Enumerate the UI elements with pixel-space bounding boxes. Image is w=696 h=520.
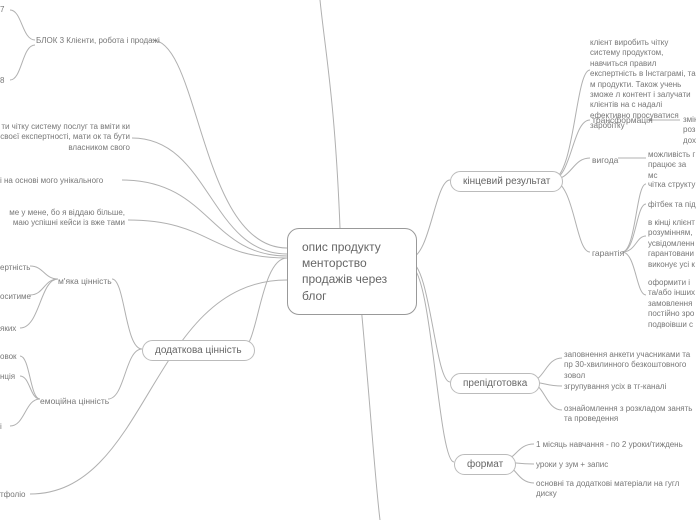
leaf-node: в кінці клієнт розумінням, усвідомленн г… xyxy=(648,218,696,270)
leaf-node: згрупування усіх в тг-каналі xyxy=(564,382,666,392)
leaf-node: ме у мене, бо я віддаю більше, маю успіш… xyxy=(0,208,125,229)
leaf-node: ознайомлення з розкладом занять та прове… xyxy=(564,404,696,425)
leaf-node: 8 xyxy=(0,76,4,86)
leaf-node: основні та додаткові матеріали на гугл д… xyxy=(536,479,696,500)
leaf-node: нція xyxy=(0,372,15,382)
leaf-node: 7 xyxy=(0,5,4,15)
leaf-node: зміна розкр дохід xyxy=(683,115,696,146)
leaf-node: ти чітку систему послуг та вміти ки своє… xyxy=(0,122,130,153)
branch-result[interactable]: кінцевий результат xyxy=(450,171,563,192)
leaf-node: ертність xyxy=(0,263,30,273)
leaf-node: заповнення анкети учасниками та пр 30-хв… xyxy=(564,350,696,381)
leaf-node: і на основі мого унікального xyxy=(0,176,103,186)
center-node[interactable]: опис продукту менторство продажів через … xyxy=(287,228,417,315)
branch-value[interactable]: додаткова цінність xyxy=(142,340,255,361)
sublabel-garant[interactable]: гарантія xyxy=(592,248,624,258)
leaf-node: оформити і та/або інших замовлення пості… xyxy=(648,278,696,330)
leaf-node: БЛОК 3 Клієнти, робота і продажі xyxy=(36,36,160,46)
sublabel-transform[interactable]: трансформація xyxy=(592,115,653,125)
leaf-node: і xyxy=(0,422,2,432)
leaf-node: можливість г працює за мс xyxy=(648,150,696,181)
sublabel-emotion[interactable]: емоційна цінність xyxy=(40,396,109,406)
leaf-node: чітка структу xyxy=(648,180,695,190)
leaf-node: яких xyxy=(0,324,16,334)
leaf-node: овок xyxy=(0,352,17,362)
sublabel-vygoda[interactable]: вигода xyxy=(592,155,618,165)
leaf-node: уроки у зум + запис xyxy=(536,460,608,470)
branch-format[interactable]: формат xyxy=(454,454,516,475)
leaf-node: тфоліо xyxy=(0,490,25,500)
leaf-node: 1 місяць навчання - по 2 уроки/тиждень xyxy=(536,440,683,450)
sublabel-soft[interactable]: м'яка цінність xyxy=(58,276,112,286)
leaf-node: оситиме xyxy=(0,292,31,302)
branch-prep[interactable]: препідготовка xyxy=(450,373,540,394)
leaf-node: фітбек та під xyxy=(648,200,696,210)
